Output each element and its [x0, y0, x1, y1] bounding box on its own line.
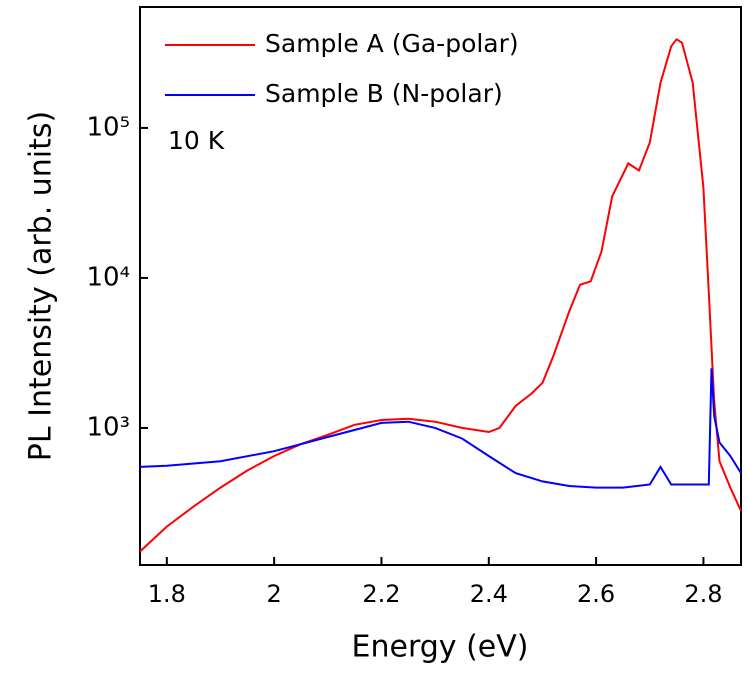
x-tick-label: 2.6: [577, 580, 615, 608]
annotation: 10 K: [168, 126, 225, 155]
x-tick-label: 2: [267, 580, 282, 608]
y-tick-label: 10³: [86, 412, 130, 442]
y-tick-label: 10⁵: [86, 112, 130, 142]
legend-label: Sample A (Ga-polar): [265, 29, 519, 58]
x-tick-label: 2.2: [362, 580, 400, 608]
y-tick-label: 10⁴: [86, 262, 130, 292]
series-line: [139, 37, 742, 553]
legend-label: Sample B (N-polar): [265, 79, 503, 108]
x-tick-label: 2.4: [470, 580, 508, 608]
x-tick-label: 2.8: [684, 580, 722, 608]
x-tick-label: 1.8: [148, 580, 186, 608]
plot-frame: [139, 6, 742, 566]
x-axis-label: Energy (eV): [352, 630, 529, 665]
series-line: [139, 368, 742, 489]
y-axis-label: PL Intensity (arb. units): [24, 111, 59, 461]
